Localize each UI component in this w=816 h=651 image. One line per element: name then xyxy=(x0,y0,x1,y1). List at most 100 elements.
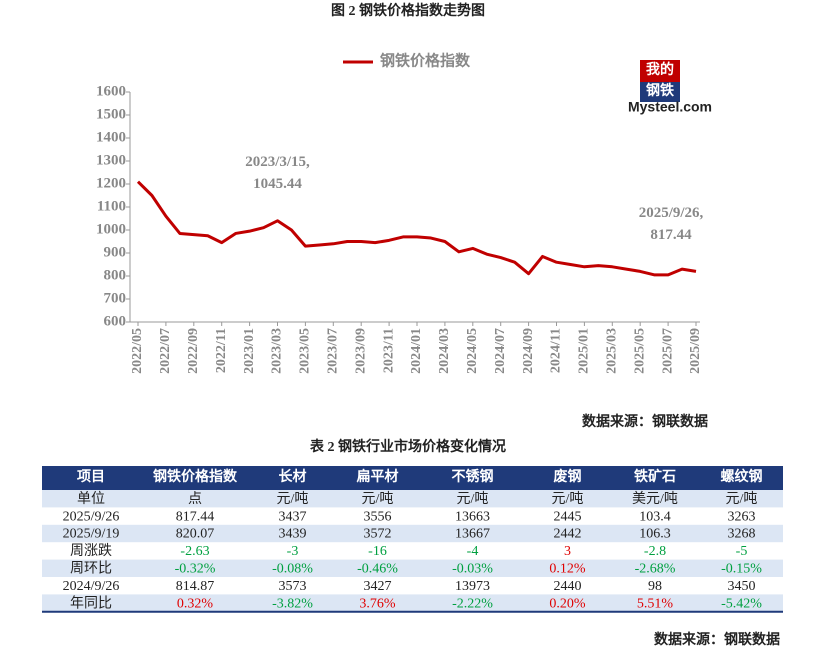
table-cell: -2.22% xyxy=(452,596,493,611)
table-cell: -5.42% xyxy=(721,596,762,611)
table-header: 钢铁价格指数 xyxy=(153,468,238,485)
table-cell: 5.51% xyxy=(637,596,674,611)
table-cell: 元/吨 xyxy=(552,491,584,507)
table-cell: 元/吨 xyxy=(457,491,489,507)
table-cell: 820.07 xyxy=(176,527,215,542)
x-tick-label: 2022/07 xyxy=(158,328,173,374)
table-source: 数据来源：钢联数据 xyxy=(654,631,780,648)
table-cell: 3427 xyxy=(364,579,392,594)
logo-text: 钢铁 xyxy=(646,82,674,99)
table-cell: 3572 xyxy=(364,527,392,542)
annotation: 2025/9/26, xyxy=(639,205,704,221)
table-title: 表 2 钢铁行业市场价格变化情况 xyxy=(309,438,506,455)
y-tick-label: 900 xyxy=(104,244,127,260)
table-cell: 周涨跌 xyxy=(70,543,112,559)
table-cell: -4 xyxy=(467,544,479,559)
table-cell: -2.63 xyxy=(180,544,209,559)
table-cell: 周环比 xyxy=(70,561,112,577)
table-header: 螺纹钢 xyxy=(721,468,763,485)
logo-box xyxy=(640,82,680,102)
annotation: 817.44 xyxy=(650,227,692,243)
y-tick-label: 1200 xyxy=(96,175,126,191)
x-tick-label: 2024/09 xyxy=(521,328,536,374)
x-tick-label: 2023/01 xyxy=(242,328,257,374)
table-cell: 13667 xyxy=(455,527,490,542)
table-header: 长材 xyxy=(279,468,307,485)
table-cell: -0.08% xyxy=(272,562,313,577)
figure-source: 数据来源：钢联数据 xyxy=(582,413,708,430)
x-tick-label: 2025/01 xyxy=(577,328,592,374)
table-header: 项目 xyxy=(77,469,105,485)
table-cell: 年同比 xyxy=(70,595,112,611)
table-header: 铁矿石 xyxy=(634,468,676,485)
table-cell: 元/吨 xyxy=(277,491,309,507)
table-cell: -2.8 xyxy=(644,544,666,559)
table-cell: 3573 xyxy=(279,579,307,594)
x-tick-label: 2025/05 xyxy=(632,328,647,374)
logo-text: 我的 xyxy=(646,61,674,78)
table-cell: 3263 xyxy=(728,509,756,524)
table-cell: 814.87 xyxy=(176,579,215,594)
line xyxy=(136,180,697,277)
table-cell: 0.20% xyxy=(549,596,586,611)
table-cell: 13663 xyxy=(455,509,490,524)
table-header: 扁平材 xyxy=(357,468,399,485)
x-tick-label: 2024/01 xyxy=(409,328,424,374)
table-cell: 103.4 xyxy=(639,509,671,524)
table-cell: 3450 xyxy=(728,579,756,594)
table-header: 废钢 xyxy=(554,468,582,485)
y-tick-label: 1500 xyxy=(96,106,126,122)
table-cell: 3 xyxy=(564,544,571,559)
x-tick-label: 2022/05 xyxy=(130,328,145,374)
y-tick-label: 1300 xyxy=(96,152,126,168)
legend-label: 钢铁价格指数 xyxy=(380,51,471,69)
table-cell: 美元/吨 xyxy=(632,491,678,507)
figure-title: 图 2 钢铁价格指数走势图 xyxy=(331,2,485,19)
annotation: 2023/3/15, xyxy=(245,154,310,170)
table-cell: 元/吨 xyxy=(726,491,758,507)
table-cell: 3439 xyxy=(279,527,307,542)
table-cell: -3.82% xyxy=(272,596,313,611)
table-cell: 元/吨 xyxy=(362,491,394,507)
x-tick-label: 2023/05 xyxy=(298,328,313,374)
logo-box xyxy=(640,60,680,82)
x-tick-label: 2022/11 xyxy=(214,328,229,373)
table-cell: 2025/9/26 xyxy=(63,509,120,524)
table-cell: -0.03% xyxy=(452,562,493,577)
table-cell: -0.32% xyxy=(175,562,216,577)
x-tick-label: 2023/11 xyxy=(381,328,396,373)
x-tick-label: 2024/11 xyxy=(549,328,564,373)
x-tick-label: 2022/09 xyxy=(186,328,201,374)
table-cell: 3556 xyxy=(364,509,392,524)
x-tick-label: 2023/03 xyxy=(270,328,285,374)
table-cell: 0.12% xyxy=(549,562,586,577)
y-tick-label: 1400 xyxy=(96,129,126,145)
x-tick-label: 2025/07 xyxy=(660,328,675,374)
x-tick-label: 2024/07 xyxy=(493,328,508,374)
x-tick-label: 2025/03 xyxy=(605,328,620,374)
table-cell: -3 xyxy=(287,544,299,559)
table-cell: -0.15% xyxy=(721,562,762,577)
table-cell: 2442 xyxy=(554,527,582,542)
table-cell: 0.32% xyxy=(177,596,214,611)
table-cell: 单位 xyxy=(77,491,105,507)
row-bg xyxy=(42,594,783,612)
table-cell: 3.76% xyxy=(359,596,396,611)
table-cell: 点 xyxy=(188,491,202,507)
table-cell: 98 xyxy=(648,579,662,594)
x-tick-label: 2024/03 xyxy=(437,328,452,374)
logo-brand: Mysteel.com xyxy=(628,99,712,115)
table-cell: 817.44 xyxy=(176,509,215,524)
table-cell: -2.68% xyxy=(635,562,676,577)
y-tick-label: 800 xyxy=(104,267,127,283)
y-tick-label: 600 xyxy=(104,313,127,329)
x-tick-label: 2025/09 xyxy=(688,328,703,374)
table-cell: 106.3 xyxy=(639,527,671,542)
table-cell: 2024/9/26 xyxy=(63,579,120,594)
table-cell: -5 xyxy=(736,544,748,559)
table-cell: 2440 xyxy=(554,579,582,594)
table-cell: 13973 xyxy=(455,579,490,594)
y-tick-label: 1000 xyxy=(96,221,126,237)
